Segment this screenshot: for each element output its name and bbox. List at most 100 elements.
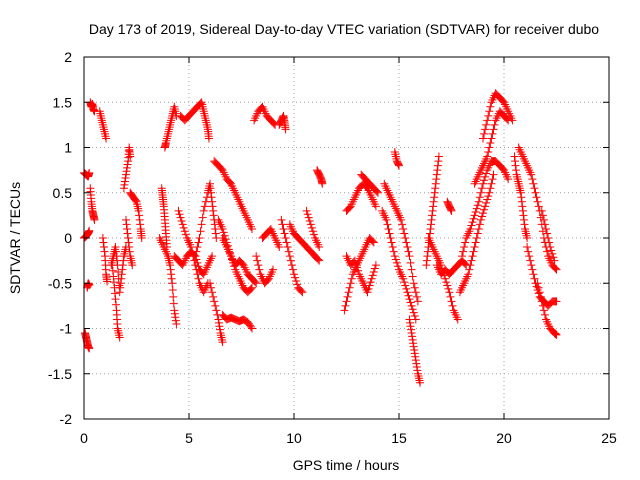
data-point [498,97,507,106]
data-point [519,215,528,224]
data-point [472,204,481,213]
data-point [254,261,263,270]
data-point [201,116,210,125]
data-point [529,270,538,279]
data-point [489,125,498,134]
data-point [409,342,418,351]
data-point [307,223,316,232]
data-point [546,243,555,252]
data-point [512,170,521,179]
data-point [169,292,178,301]
data-point [488,129,497,138]
chart-title: Day 173 of 2019, Sidereal Day-to-day VTE… [89,21,599,37]
data-point [366,278,375,287]
data-point [163,132,172,141]
data-point [282,238,291,247]
data-point [111,295,120,304]
y-tick-label: 1 [64,140,72,156]
data-point [540,310,549,319]
data-point [108,266,117,275]
data-point [202,118,211,127]
data-point [198,213,207,222]
y-tick-label: 0.5 [53,185,73,201]
data-point [490,120,499,129]
data-point [193,258,202,267]
data-point [475,193,484,202]
data-point [527,170,536,179]
data-point [461,238,470,247]
data-point [409,279,418,288]
data-point [101,129,109,138]
data-point [525,252,534,261]
data-point [414,374,423,383]
data-point [283,243,292,252]
data-point [395,161,403,170]
y-tick-label: 0 [64,230,72,246]
data-point [427,215,436,224]
data-point [508,116,517,125]
data-point [380,211,389,220]
data-point [406,318,415,327]
data-point [136,220,145,229]
data-point [534,202,543,211]
data-point [195,234,204,242]
data-point [192,247,201,256]
data-point [347,274,356,283]
data-point [444,284,453,293]
data-point [121,174,130,183]
data-point [469,247,478,256]
data-point [389,247,398,256]
data-point [96,111,105,120]
data-point [403,288,412,297]
data-point [466,261,475,270]
data-point [342,297,351,306]
data-point [459,247,468,256]
data-point [385,229,394,238]
data-point [513,175,522,184]
y-tick-label: -1.5 [48,366,72,382]
data-point [393,262,402,271]
data-point [211,229,220,238]
data-point [393,159,402,168]
data-point [527,261,536,270]
data-point [217,333,226,342]
data-point [165,123,174,132]
data-point [551,264,560,273]
data-point [404,247,413,256]
data-point [539,306,548,315]
data-point [409,339,418,348]
data-point [537,206,546,215]
data-point [523,234,532,242]
data-point [135,215,144,224]
data-point [115,288,124,297]
data-point [280,229,289,238]
data-point [386,234,395,242]
data-point [192,255,201,264]
data-point [466,224,475,233]
data-point [216,220,225,229]
data-point [515,184,524,193]
data-point [214,315,223,324]
data-point [109,278,118,287]
data-point [548,249,557,258]
data-point [410,349,419,358]
data-point [137,234,146,242]
data-point [238,260,247,269]
data-point [447,297,456,306]
y-tick-label: 2 [64,49,72,65]
data-point [207,193,216,202]
data-point [406,258,415,267]
data-point [368,237,377,246]
data-point [243,318,252,327]
data-point [206,179,214,188]
data-point [406,322,415,331]
data-point [120,180,129,189]
data-point [409,308,418,317]
data-point [166,120,175,129]
data-point [124,234,133,242]
data-point [400,278,409,287]
data-point [290,270,298,279]
data-point [193,243,202,252]
data-point [532,193,541,202]
data-point [166,265,175,274]
